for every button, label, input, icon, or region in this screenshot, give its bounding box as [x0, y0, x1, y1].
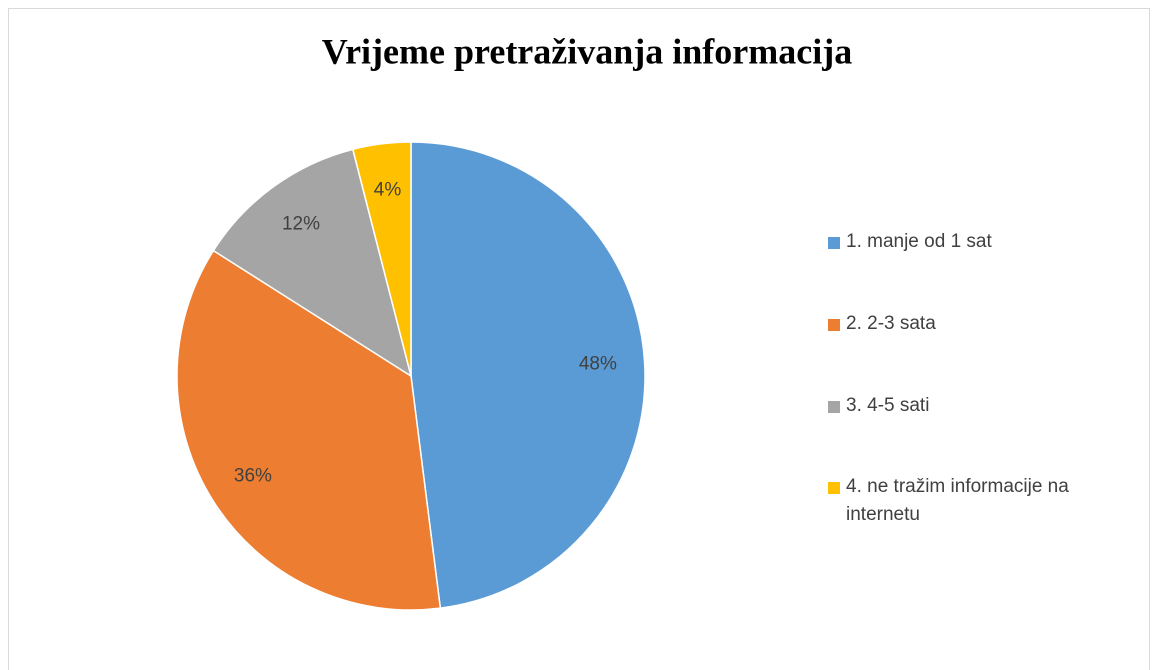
legend-item: 2. 2-3 sata: [828, 313, 1131, 338]
data-label: 48%: [579, 353, 617, 374]
data-label: 36%: [234, 465, 272, 486]
legend-label: 3. 4-5 sati: [846, 395, 930, 416]
legend-label: 1. manje od 1 sat: [846, 231, 992, 252]
legend-swatch: [828, 319, 840, 331]
chart-title: Vrijeme pretraživanja informacija: [322, 31, 852, 71]
pie-slice: [176, 249, 442, 611]
chart-border: [8, 8, 1150, 670]
legend-item: 3. 4-5 sati: [828, 395, 1131, 420]
legend-label: 2. 2-3 sata: [846, 313, 936, 334]
pie-slice: [410, 141, 646, 609]
data-label: 4%: [374, 179, 402, 200]
legend-item: 1. manje od 1 sat: [828, 231, 1131, 256]
legend-swatch: [828, 401, 840, 413]
pie-slice: [212, 148, 413, 378]
data-label: 12%: [282, 214, 320, 235]
pie-slice: [351, 141, 412, 377]
legend-swatch: [828, 482, 840, 494]
legend-item: 4. ne tražim informacije na internetu: [828, 476, 1131, 529]
legend-swatch: [828, 237, 840, 249]
legend-label: 4. ne tražim informacije na internetu: [846, 476, 1069, 525]
